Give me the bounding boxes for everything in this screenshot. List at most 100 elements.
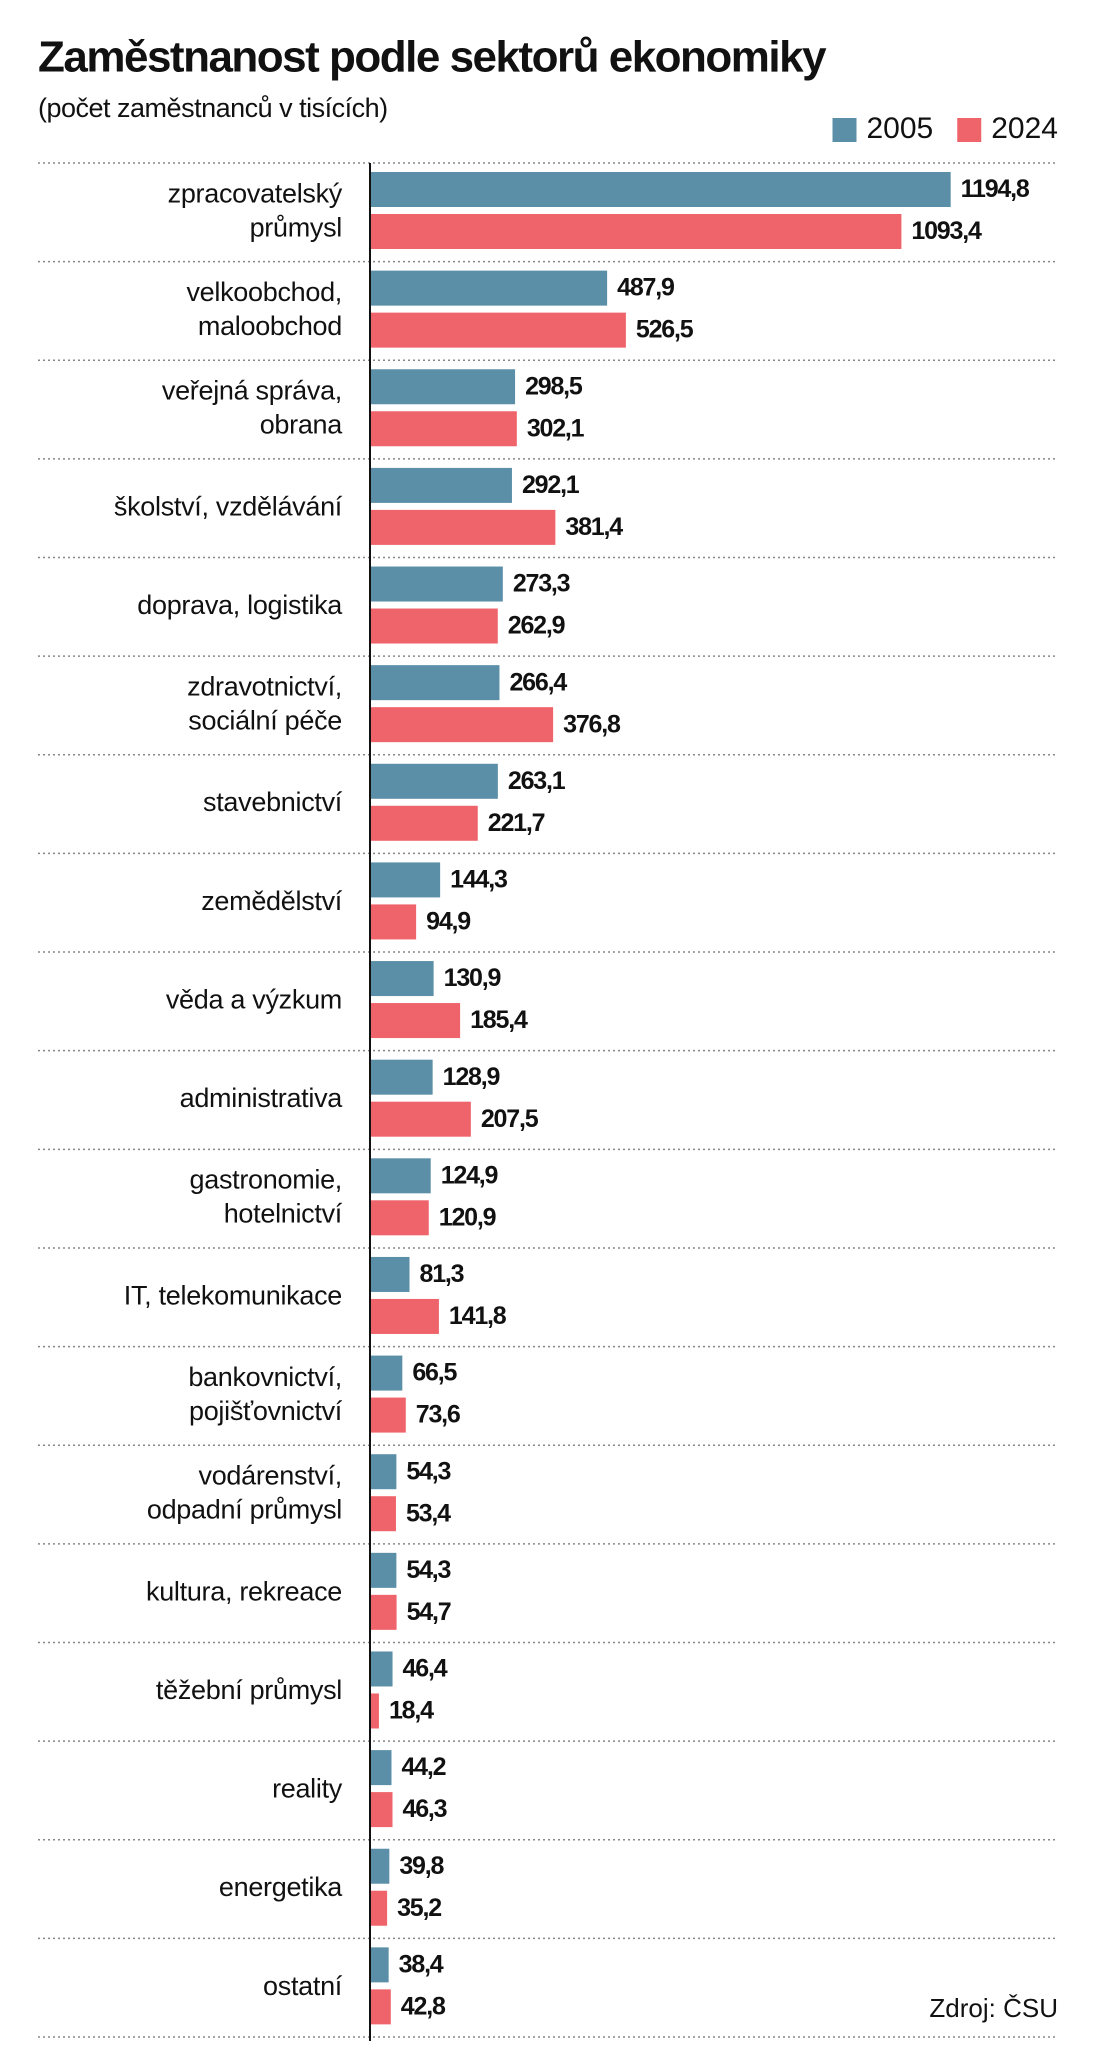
value-label: 128,9 bbox=[443, 1063, 500, 1091]
value-label: 54,3 bbox=[406, 1556, 450, 1584]
bar bbox=[370, 1158, 431, 1194]
bar bbox=[370, 509, 556, 545]
bar bbox=[370, 1101, 471, 1137]
value-label: 81,3 bbox=[420, 1260, 464, 1288]
bar bbox=[370, 172, 951, 207]
bar bbox=[370, 1355, 403, 1391]
bar bbox=[370, 1594, 397, 1630]
category-label: zemědělství bbox=[201, 886, 343, 916]
category-label: bankovnictví, pojišťovnictví bbox=[188, 1362, 342, 1426]
legend-label: 2005 bbox=[867, 112, 934, 145]
value-label: 298,5 bbox=[525, 372, 583, 400]
value-label: 141,8 bbox=[449, 1302, 507, 1330]
source: Zdroj: ČSU bbox=[929, 1993, 1058, 2023]
bar bbox=[370, 1256, 410, 1292]
bar bbox=[370, 566, 503, 602]
bar bbox=[370, 1298, 439, 1334]
value-label: 73,6 bbox=[416, 1401, 460, 1429]
bar bbox=[370, 1792, 393, 1828]
bar bbox=[370, 1947, 389, 1983]
value-label: 38,4 bbox=[399, 1950, 444, 1978]
value-label: 124,9 bbox=[441, 1161, 498, 1189]
bar bbox=[370, 411, 517, 447]
value-label: 302,1 bbox=[527, 414, 585, 442]
value-label: 44,2 bbox=[401, 1753, 445, 1781]
value-label: 221,7 bbox=[488, 809, 545, 837]
value-label: 46,3 bbox=[403, 1795, 447, 1823]
bar bbox=[370, 214, 902, 249]
value-label: 130,9 bbox=[444, 964, 501, 992]
bar bbox=[370, 665, 500, 701]
category-label: kultura, rekreace bbox=[146, 1576, 342, 1606]
bar bbox=[370, 862, 441, 898]
category-label: stavebnictví bbox=[203, 787, 343, 817]
legend-swatch bbox=[832, 118, 857, 142]
value-label: 263,1 bbox=[508, 767, 566, 795]
value-label: 66,5 bbox=[412, 1359, 457, 1387]
bar bbox=[370, 1989, 391, 2025]
category-label: školství, vzdělávání bbox=[114, 491, 343, 521]
category-label: gastronomie, hotelnictví bbox=[190, 1165, 343, 1229]
category-label: těžební průmysl bbox=[156, 1675, 342, 1705]
value-label: 273,3 bbox=[513, 570, 570, 598]
value-label: 1194,8 bbox=[961, 175, 1030, 203]
value-label: 526,5 bbox=[636, 316, 694, 344]
bar bbox=[370, 1890, 388, 1926]
value-label: 262,9 bbox=[508, 612, 565, 640]
value-label: 94,9 bbox=[426, 908, 470, 936]
chart-subtitle: (počet zaměstnanců v tisících) bbox=[38, 93, 388, 123]
legend-label: 2024 bbox=[991, 112, 1058, 145]
bar bbox=[370, 1397, 406, 1433]
bar bbox=[370, 1496, 396, 1532]
category-label: ostatní bbox=[263, 1971, 343, 2001]
value-label: 18,4 bbox=[389, 1697, 434, 1725]
value-label: 381,4 bbox=[565, 513, 623, 541]
value-label: 46,4 bbox=[403, 1655, 448, 1683]
category-label: doprava, logistika bbox=[137, 590, 343, 620]
bar bbox=[370, 467, 512, 503]
bar bbox=[370, 904, 417, 940]
bar bbox=[370, 1200, 429, 1236]
value-label: 54,7 bbox=[407, 1598, 451, 1626]
bar bbox=[370, 961, 434, 997]
category-label: IT, telekomunikace bbox=[124, 1280, 342, 1310]
category-label: vodárenství, odpadní průmysl bbox=[147, 1461, 342, 1525]
value-label: 376,8 bbox=[563, 710, 621, 738]
value-label: 1093,4 bbox=[911, 217, 982, 245]
category-label: věda a výzkum bbox=[166, 984, 342, 1014]
bar bbox=[370, 763, 498, 799]
chart-title: Zaměstnanost podle sektorů ekonomiky bbox=[38, 33, 827, 82]
value-label: 54,3 bbox=[406, 1457, 450, 1485]
value-label: 292,1 bbox=[522, 471, 580, 499]
value-label: 39,8 bbox=[399, 1852, 444, 1880]
category-label: velkoobchod, maloobchod bbox=[186, 277, 342, 341]
value-label: 144,3 bbox=[450, 866, 507, 894]
category-label: zpracovatelský průmysl bbox=[168, 178, 343, 242]
category-label: reality bbox=[272, 1774, 343, 1804]
category-label: administrativa bbox=[180, 1083, 344, 1113]
bar bbox=[370, 270, 608, 306]
bar bbox=[370, 1651, 393, 1687]
bar bbox=[370, 312, 626, 348]
category-label: energetika bbox=[219, 1872, 343, 1902]
value-label: 185,4 bbox=[470, 1006, 528, 1034]
value-label: 53,4 bbox=[406, 1499, 451, 1527]
bar bbox=[370, 707, 554, 743]
bar bbox=[370, 1848, 390, 1884]
bar bbox=[370, 369, 516, 405]
bar bbox=[370, 1693, 379, 1729]
value-label: 207,5 bbox=[481, 1105, 539, 1133]
value-label: 120,9 bbox=[439, 1203, 496, 1231]
value-label: 266,4 bbox=[509, 668, 567, 696]
bar bbox=[370, 805, 478, 841]
category-label: veřejná správa, obrana bbox=[162, 376, 343, 440]
bar bbox=[370, 1003, 461, 1039]
value-label: 42,8 bbox=[401, 1992, 446, 2020]
category-label: zdravotnictví, sociální péče bbox=[187, 672, 342, 736]
bar bbox=[370, 1454, 397, 1490]
value-label: 35,2 bbox=[397, 1894, 441, 1922]
bar bbox=[370, 1059, 433, 1095]
bar bbox=[370, 1750, 392, 1786]
